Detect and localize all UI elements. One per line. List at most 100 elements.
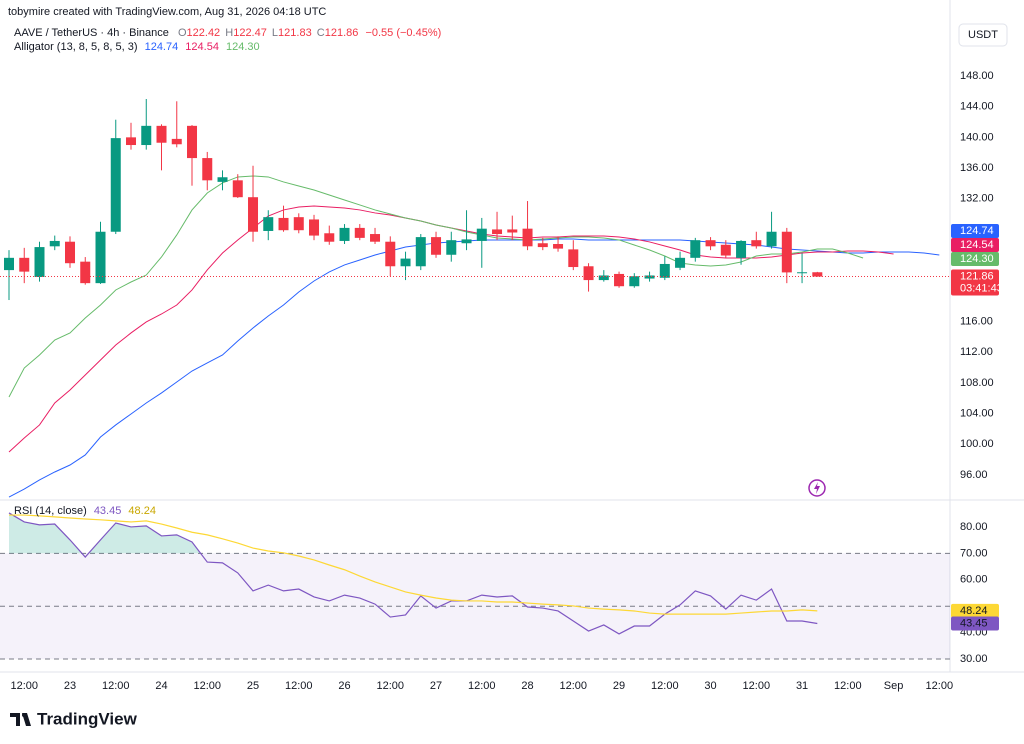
rsi-legend: RSI (14, close) 43.45 48.24	[14, 505, 156, 517]
x-tick-label: 12:00	[743, 680, 771, 692]
rsi-value-label: 43.45	[960, 617, 988, 629]
candle-body	[278, 217, 289, 231]
symbol: AAVE / TetherUS · 4h · Binance	[14, 27, 169, 39]
candle-body	[720, 244, 731, 256]
alert-icon[interactable]	[808, 479, 826, 497]
x-tick-label: 12:00	[468, 680, 496, 692]
y-tick-label: 140.00	[960, 131, 994, 143]
x-tick-label: 24	[155, 680, 167, 692]
candle-body	[781, 231, 792, 273]
indicator-value: 124.74	[145, 41, 179, 53]
countdown: 03:41:43	[960, 282, 1003, 294]
currency-box[interactable]	[958, 23, 1008, 47]
ohlc-label: L	[272, 27, 278, 39]
indicator-value-box	[951, 252, 999, 266]
candle-body	[415, 237, 426, 267]
change: −0.55 (−0.45%)	[365, 27, 441, 39]
y-tick-label: 148.00	[960, 70, 994, 82]
ohlc-value: 122.42	[187, 27, 221, 39]
candle-body	[644, 275, 655, 279]
indicator-line	[8, 175, 864, 398]
y-tick-label: 30.00	[960, 653, 988, 665]
candle-body	[95, 231, 106, 284]
indicator-value-box	[951, 224, 999, 238]
rsi-value: 43.45	[94, 505, 122, 517]
ohlc-value: 121.83	[278, 27, 312, 39]
x-tick-label: 25	[247, 680, 259, 692]
y-tick-label: 96.00	[960, 469, 988, 481]
candle-body	[507, 229, 518, 233]
y-tick-label: 112.00	[960, 346, 993, 358]
candle-body	[339, 227, 350, 241]
candle-body	[385, 241, 396, 267]
candle-body	[446, 240, 457, 255]
x-tick-label: 27	[430, 680, 442, 692]
x-tick-label: 12:00	[926, 680, 954, 692]
header: tobymire created with TradingView.com, A…	[8, 6, 326, 18]
x-tick-label: 29	[613, 680, 625, 692]
candle-body	[690, 240, 701, 258]
candle-body	[400, 258, 411, 267]
currency[interactable]: USDT	[968, 29, 998, 41]
indicator-value-box	[951, 238, 999, 252]
last-price-label: 121.86	[960, 270, 994, 282]
x-tick-label: 31	[796, 680, 808, 692]
last-price-box	[951, 269, 999, 296]
rsi-name: RSI (14, close)	[14, 505, 87, 517]
candle-body	[187, 125, 198, 159]
marks	[0, 98, 950, 660]
x-tick-label: Sep	[884, 680, 904, 692]
x-tick-label: 26	[338, 680, 350, 692]
candle-body	[126, 137, 137, 146]
candle-body	[629, 276, 640, 287]
y-tick-label: 100.00	[960, 438, 994, 450]
indicator-value: 124.30	[226, 41, 260, 53]
ohlc-label: O	[178, 27, 187, 39]
symbol-legend: AAVE / TetherUS · 4h · Binance O122.42 H…	[14, 27, 441, 39]
indicator-line	[8, 512, 818, 635]
indicator-value-label: 124.54	[960, 239, 994, 251]
candle-body	[476, 228, 487, 241]
indicator-value: 124.54	[185, 41, 219, 53]
candle-body	[141, 125, 152, 146]
candle-body	[766, 231, 777, 247]
ohlc-label: H	[225, 27, 233, 39]
candle-body	[614, 273, 625, 287]
x-tick-label: 12:00	[834, 680, 862, 692]
candle-body	[354, 227, 365, 238]
candle-body	[232, 180, 243, 198]
y-tick-label: 132.00	[960, 193, 994, 205]
candle-body	[370, 234, 381, 242]
candle-body	[248, 197, 259, 232]
logo-text: TradingView	[37, 709, 138, 728]
y-tick-label: 104.00	[960, 408, 994, 420]
x-tick-label: 12:00	[651, 680, 679, 692]
rsi-value-box	[951, 603, 999, 618]
x-tick-label: 12:00	[285, 680, 313, 692]
y-tick-label: 144.00	[960, 101, 994, 113]
x-tick-label: 28	[521, 680, 533, 692]
candle-body	[65, 241, 76, 264]
logo: TradingView	[10, 709, 138, 728]
logo-mark	[10, 713, 31, 726]
x-tick-label: 12:00	[193, 680, 221, 692]
x-tick-label: 12:00	[10, 680, 38, 692]
ohlc-value: 121.86	[325, 27, 359, 39]
candle-body	[156, 125, 167, 143]
candle-body	[675, 257, 686, 268]
candle-body	[659, 263, 670, 278]
candle-body	[553, 244, 564, 249]
candle-body	[705, 240, 716, 247]
rsi-band	[0, 553, 950, 660]
rsi-value-box	[951, 616, 999, 631]
x-tick-label: 30	[704, 680, 716, 692]
y-tick-label: 136.00	[960, 162, 994, 174]
logo-dot	[22, 713, 26, 717]
x-tick-label: 12:00	[102, 680, 130, 692]
candle-body	[537, 243, 548, 248]
ohlc-label: C	[317, 27, 325, 39]
alert-bolt[interactable]	[814, 482, 820, 494]
rsi-value-label: 48.24	[960, 605, 988, 617]
